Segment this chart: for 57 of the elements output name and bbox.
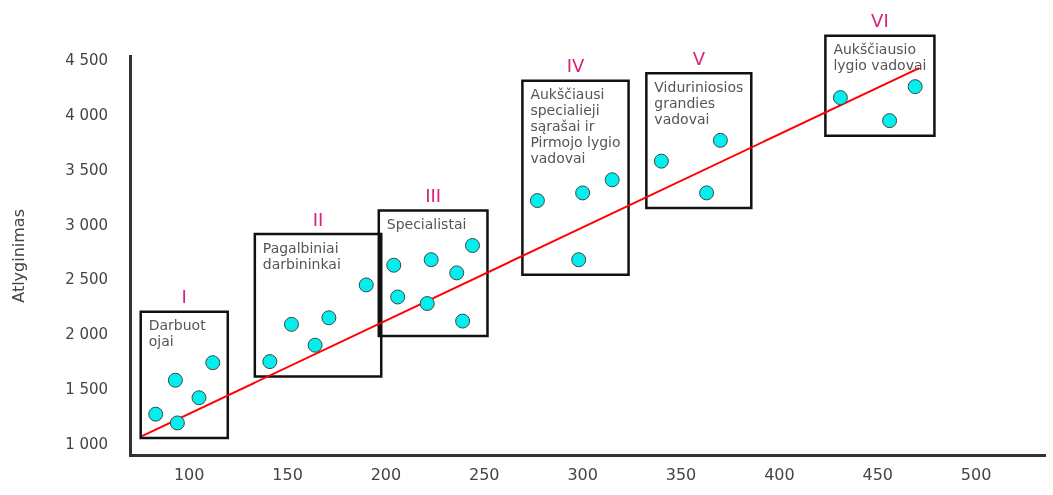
point [419,296,435,312]
y-tick-label: 1 000 [65,434,109,453]
point [529,193,545,209]
point [386,257,402,273]
annotation: Pagalbiniai darbininkai [262,239,341,272]
x-tick-label: 350 [665,464,697,484]
point [148,406,164,422]
point [191,390,207,406]
annotation: Aukščiausi specialieji sąrašai ir Pirmojo lygio vadovai [530,86,621,167]
point [571,252,587,268]
point [604,172,620,188]
point [167,372,183,388]
point [321,310,337,326]
annotation: II [312,208,324,230]
x-tick-label: 150 [272,464,303,484]
y-tick-label: 4 500 [65,51,109,70]
point [307,337,323,353]
point [358,277,374,293]
point [907,79,923,95]
y-tick-label: 3 000 [65,215,109,234]
x-tick-label: 400 [764,464,795,484]
point [169,415,185,431]
y-tick-label: 2 000 [65,325,109,344]
annotation: I [181,286,187,308]
y-tick-label: 2 500 [65,270,109,289]
y-axis-title: Atlyginimas [8,209,28,303]
x-tick-label: 250 [469,464,500,484]
y-tick-label: 3 500 [65,160,109,179]
x-tick-label: 300 [567,464,598,484]
y-tick-label: 1 500 [65,379,109,398]
point [464,237,480,253]
annotation: Viduriniosios grandies vadovai [654,78,744,127]
point [712,132,728,148]
annotation: Aukščiausio lygio vadovai [833,41,927,74]
annotation: Darbuot ojai [148,317,207,350]
annotation: IV [566,55,585,77]
point [449,265,465,281]
point [882,113,898,129]
point [699,185,715,201]
point [283,316,299,332]
point [423,252,439,268]
point [205,355,221,371]
point [455,313,471,329]
point [653,153,669,169]
annotation: Specialistai [386,216,467,233]
annotation: V [692,48,706,70]
y-tick-label: 4 000 [65,106,109,125]
text: VI [871,10,889,32]
x-tick-label: 450 [862,464,894,484]
x-tick-label: 500 [960,464,992,484]
point [575,185,591,201]
x-tick-label: 200 [370,464,402,484]
point [832,90,848,106]
x-tick-label: 100 [173,464,205,484]
point [390,289,406,305]
annotation: III [425,185,442,207]
point [262,354,278,370]
